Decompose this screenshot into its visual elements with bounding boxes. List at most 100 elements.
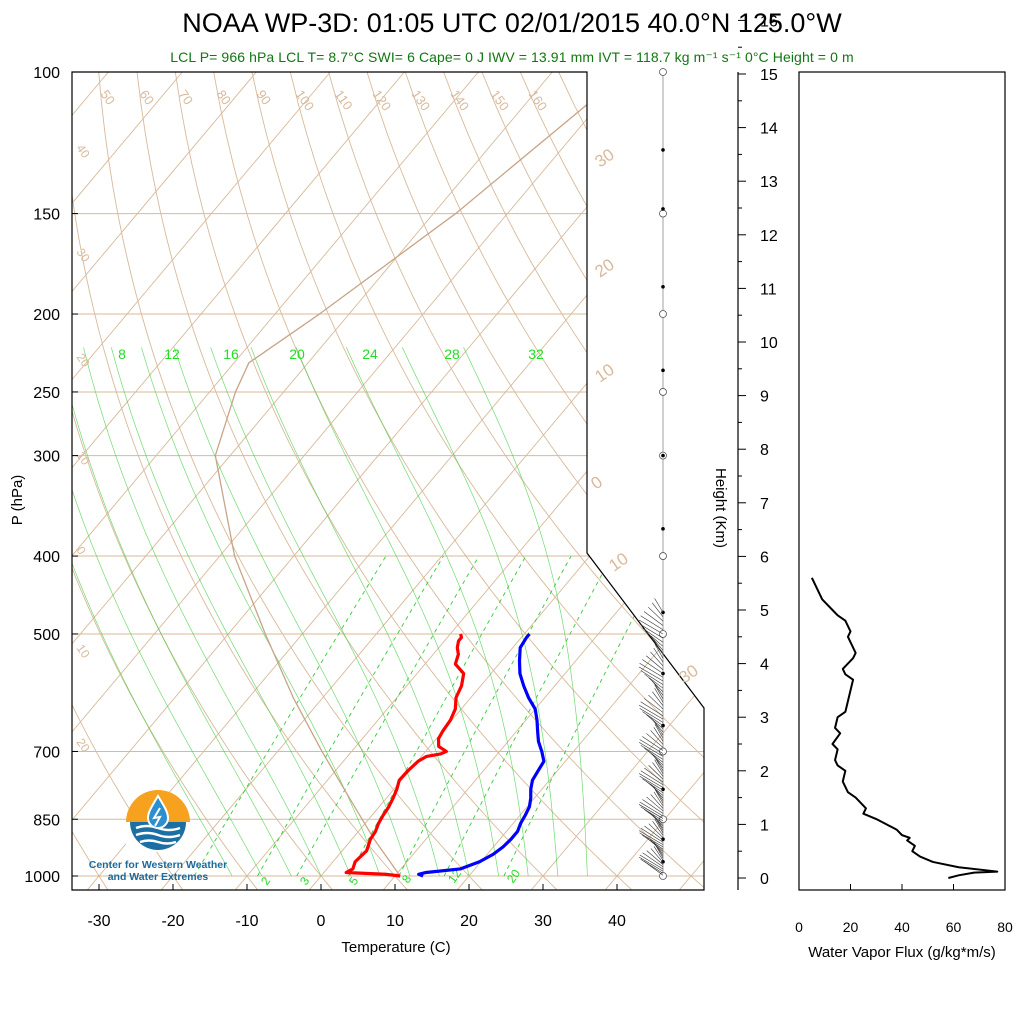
wind-barb	[640, 745, 664, 760]
wind-barb	[653, 727, 664, 742]
height-tick-label: 13	[760, 174, 778, 191]
wind-barb	[652, 691, 664, 706]
pressure-tick-label: 1000	[24, 869, 60, 886]
wind-barb	[650, 651, 664, 667]
cw3e-logo: Center for Western Weather and Water Ext…	[88, 782, 228, 883]
wind-barb	[653, 846, 664, 861]
wind-barb	[648, 823, 664, 838]
wind-barb	[639, 801, 664, 817]
moist-adiabat-label: 24	[362, 346, 378, 362]
wind-barb	[640, 770, 664, 785]
logo-caption-line1: Center for Western Weather	[88, 859, 228, 871]
wind-barb	[646, 733, 664, 748]
mixing-ratio-line	[398, 555, 572, 877]
flux-frame	[798, 71, 1006, 891]
wind-barb	[639, 739, 664, 754]
staff-level-dot	[661, 453, 665, 458]
wind-barb	[643, 861, 664, 876]
height-tick-label: 7	[760, 496, 769, 513]
pressure-tick-label: 300	[33, 449, 60, 466]
wind-barb	[654, 684, 664, 699]
moist-adiabat-label: 20	[289, 346, 305, 362]
isotherm-line	[454, 72, 704, 890]
moist-adiabat-label: 8	[118, 346, 126, 362]
dewpoint-profile-line	[417, 632, 546, 878]
adiabat-label: 0	[74, 544, 89, 558]
sounding-indices: LCL P= 966 hPa LCL T= 8.7°C SWI= 6 Cape=…	[170, 49, 854, 65]
temperature-tick-label: -30	[87, 913, 110, 930]
dry-adiabat	[366, 72, 704, 890]
temperature-tick-label: 30	[534, 913, 552, 930]
mixing-ratio-label: 20	[504, 866, 523, 885]
isotherm-line	[72, 72, 257, 890]
isotherm-label: 160	[526, 87, 551, 113]
wind-barb	[650, 636, 664, 651]
wind-barb	[638, 704, 664, 720]
height-tick-label: 15	[760, 67, 778, 84]
wind-barb	[643, 611, 664, 626]
wind-barb	[638, 856, 664, 872]
pressure-tick-label: 500	[33, 627, 60, 644]
moist-adiabat	[250, 347, 470, 877]
wind-barb	[654, 644, 664, 659]
adiabat-label: 10	[74, 642, 93, 661]
wind-barb	[650, 717, 664, 733]
moist-adiabat-label: 32	[528, 346, 544, 362]
height-tick-label: 10	[760, 335, 778, 352]
flux-tick-label: 60	[946, 919, 962, 935]
isotherm-line	[72, 72, 331, 890]
height-tick-label: 0	[760, 871, 769, 888]
isotherm-line	[72, 72, 553, 890]
wind-barb	[654, 843, 664, 859]
wind-barb	[642, 736, 664, 751]
mixing-ratio-line	[193, 555, 387, 877]
dry-adiabat	[98, 72, 486, 890]
wind-barb	[654, 724, 664, 739]
temperature-tick-label: -10	[235, 913, 258, 930]
wind-barb	[640, 670, 664, 685]
wind-barb	[644, 673, 664, 689]
wind-barb	[646, 796, 664, 812]
wind-barb	[642, 659, 664, 674]
wind-barb	[639, 832, 664, 848]
wind-barb	[642, 799, 664, 814]
wind-barb	[654, 756, 664, 772]
mixing-ratio-line	[257, 555, 444, 877]
wind-barb	[648, 694, 664, 710]
dry-adiabat	[213, 72, 704, 890]
staff-level-circle	[659, 310, 667, 318]
staff-level-circle	[659, 68, 667, 76]
wind-barb	[643, 698, 664, 713]
moist-adiabat	[83, 347, 322, 877]
dry-adiabat	[712, 72, 1024, 893]
mixing-ratio-line	[443, 555, 613, 877]
wind-barb	[639, 663, 664, 678]
wind-barb	[653, 647, 664, 663]
dry-adiabat	[72, 72, 261, 890]
pressure-tick-label: 150	[33, 207, 60, 224]
adiabat-label: 30	[675, 661, 701, 687]
height-tick-label: 8	[760, 442, 769, 459]
dry-adiabat	[634, 72, 704, 890]
moist-adiabat	[401, 347, 559, 877]
wind-barb	[644, 767, 664, 783]
moist-adiabat	[173, 347, 411, 877]
adiabat-label: 20	[591, 255, 617, 281]
wind-barb	[652, 821, 664, 836]
dry-adiabat	[789, 72, 1024, 893]
dry-adiabat	[558, 72, 704, 890]
dry-adiabat	[174, 72, 636, 890]
isotherm-line	[751, 72, 1024, 893]
staff-level-dot	[661, 837, 665, 842]
wind-barb	[650, 730, 664, 745]
isotherm-line	[72, 72, 405, 890]
skewt-background: 50 60 70 80 90 100 110 120 130 140 150 160403020100…	[72, 72, 1024, 893]
flux-axis-label: Water Vapor Flux (g/kg*m/s)	[808, 944, 996, 961]
isotherm-label: 70	[176, 87, 197, 107]
parcel-path-line	[214, 72, 627, 877]
isotherm-line	[84, 72, 704, 890]
moist-adiabat	[72, 347, 292, 877]
height-tick-label: 3	[760, 710, 769, 727]
